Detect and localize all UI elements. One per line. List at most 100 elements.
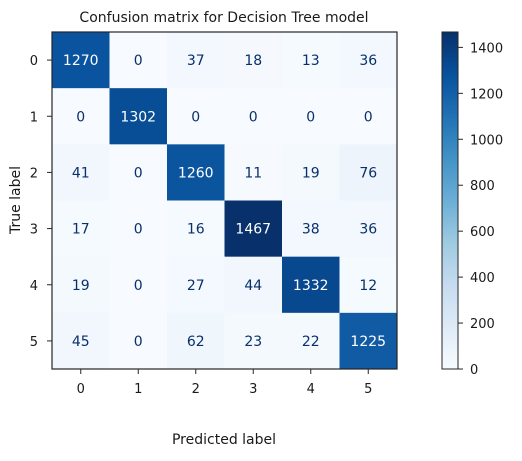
heatmap-cell-value: 44 (244, 278, 262, 294)
heatmap-cell-value: 19 (302, 165, 320, 181)
heatmap-cell-value: 62 (187, 334, 205, 350)
heatmap-cell-r3-c0 (52, 200, 110, 258)
heatmap-cell-r1-c0 (52, 88, 110, 145)
heatmap-cell-r3-c2 (167, 200, 225, 258)
x-tick-label: 0 (77, 382, 85, 397)
heatmap-cell-r0-c5 (339, 32, 398, 89)
x-axis-ticks: 0 1 2 3 4 5 (77, 369, 372, 397)
y-tick-label: 1 (30, 110, 38, 125)
heatmap-cell-r0-c3 (224, 32, 283, 89)
heatmap-cell-r5-c5 (339, 312, 398, 370)
heatmap-cell-value: 17 (72, 222, 90, 238)
heatmap-cell-value: 11 (244, 165, 262, 181)
colorbar-tick-label: 1200 (470, 87, 503, 102)
heatmap-cell-r3-c5 (339, 200, 398, 258)
heatmap-cell-r2-c0 (52, 144, 110, 201)
heatmap-cell-labels: 1270 0 37 18 13 36 0 1302 0 0 0 0 41 0 1260 11 19 76 17 0 16… (63, 53, 386, 350)
heatmap-cell-value: 0 (134, 165, 143, 181)
x-tick-label: 5 (364, 382, 372, 397)
heatmap-cell-value: 27 (187, 278, 205, 294)
heatmap-cell-value: 1225 (350, 334, 386, 350)
heatmap-cell-value: 0 (249, 109, 258, 125)
heatmap-frame (51, 31, 398, 370)
heatmap-cell-value: 1260 (178, 165, 214, 181)
y-axis-label: True label (8, 166, 24, 235)
heatmap-cell-r2-c2 (167, 144, 225, 201)
heatmap-cell-value: 0 (134, 222, 143, 238)
heatmap-cell-r0-c2 (167, 32, 225, 89)
heatmap-cell-value: 36 (359, 53, 377, 69)
heatmap-cell-value: 18 (244, 53, 262, 69)
heatmap-cell-value: 0 (134, 334, 143, 350)
heatmap-cell-r4-c0 (52, 256, 110, 314)
heatmap-cell-value: 41 (72, 165, 90, 181)
colorbar-tick-label: 1000 (470, 133, 503, 148)
heatmap-cell-r2-c3 (224, 144, 283, 201)
heatmap-cell-value: 37 (187, 53, 205, 69)
heatmap-cell-value: 12 (359, 278, 377, 294)
heatmap-cell-value: 13 (302, 53, 320, 69)
heatmap-cell-r5-c4 (282, 312, 340, 370)
heatmap-cell-r5-c0 (52, 312, 110, 370)
colorbar-tick-label: 200 (470, 317, 495, 332)
y-tick-label: 4 (30, 279, 38, 294)
heatmap-cell-value: 1332 (293, 278, 329, 294)
heatmap-cell-r1-c3 (224, 88, 283, 145)
colorbar-tick-label: 0 (470, 363, 478, 378)
heatmap-cell-r4-c5 (339, 256, 398, 314)
heatmap-cell-r2-c1 (109, 144, 168, 201)
heatmap-cell-value: 0 (306, 109, 315, 125)
y-tick-label: 0 (30, 54, 38, 69)
colorbar-tick-label: 1400 (470, 41, 503, 56)
heatmap-cell-r2-c4 (282, 144, 340, 201)
heatmap-cell-value: 38 (302, 222, 320, 238)
heatmap-cell-value: 1270 (63, 53, 99, 69)
x-tick-label: 4 (307, 382, 315, 397)
heatmap-cell-value: 45 (72, 334, 90, 350)
x-axis-label: Predicted label (172, 432, 276, 448)
heatmap-cell-value: 36 (359, 222, 377, 238)
heatmap-cell-value: 76 (359, 165, 377, 181)
y-tick-label: 5 (30, 335, 38, 350)
heatmap-cell-value: 0 (134, 278, 143, 294)
y-axis-ticks: 0 1 2 3 4 5 (30, 54, 52, 350)
heatmap-cell-r0-c0 (52, 32, 110, 89)
heatmap-cell-r1-c4 (282, 88, 340, 145)
heatmap-cell-value: 22 (302, 334, 320, 350)
heatmap-cell-r2-c5 (339, 144, 398, 201)
heatmap-cell-value: 0 (191, 109, 200, 125)
heatmap-cell-r0-c4 (282, 32, 340, 89)
heatmap-cell-r5-c1 (109, 312, 168, 370)
heatmap-cell-r4-c3 (224, 256, 283, 314)
colorbar-tick-label: 600 (470, 225, 495, 240)
heatmap-cell-r4-c2 (167, 256, 225, 314)
heatmap-cell-r1-c1 (109, 88, 168, 145)
heatmap-cell-r4-c1 (109, 256, 168, 314)
heatmap-cell-r3-c1 (109, 200, 168, 258)
colorbar-tick-label: 800 (470, 179, 495, 194)
y-tick-label: 2 (30, 166, 38, 181)
heatmap-cell-r4-c4 (282, 256, 340, 314)
heatmap-cell-value: 1302 (120, 109, 156, 125)
x-tick-label: 3 (249, 382, 257, 397)
heatmap-cell-value: 1467 (235, 222, 271, 238)
y-tick-label: 3 (30, 223, 38, 238)
heatmap-cell-r1-c5 (339, 88, 398, 145)
heatmap-cell-r1-c2 (167, 88, 225, 145)
colorbar (441, 31, 459, 370)
heatmap-cell-r3-c4 (282, 200, 340, 258)
heatmap-cell-value: 16 (187, 222, 205, 238)
heatmap-cell-r5-c3 (224, 312, 283, 370)
heatmap-cell-value: 0 (76, 109, 85, 125)
x-tick-label: 2 (192, 382, 200, 397)
colorbar-ticks: 0 200 400 600 800 1000 1200 1400 (458, 41, 503, 378)
heatmap-cell-value: 0 (364, 109, 373, 125)
heatmap-cells (52, 32, 398, 370)
heatmap-cell-r0-c1 (109, 32, 168, 89)
heatmap-cell-value: 23 (244, 334, 262, 350)
heatmap-cell-r5-c2 (167, 312, 225, 370)
chart-title: Confusion matrix for Decision Tree model (79, 10, 368, 26)
colorbar-tick-label: 400 (470, 271, 495, 286)
